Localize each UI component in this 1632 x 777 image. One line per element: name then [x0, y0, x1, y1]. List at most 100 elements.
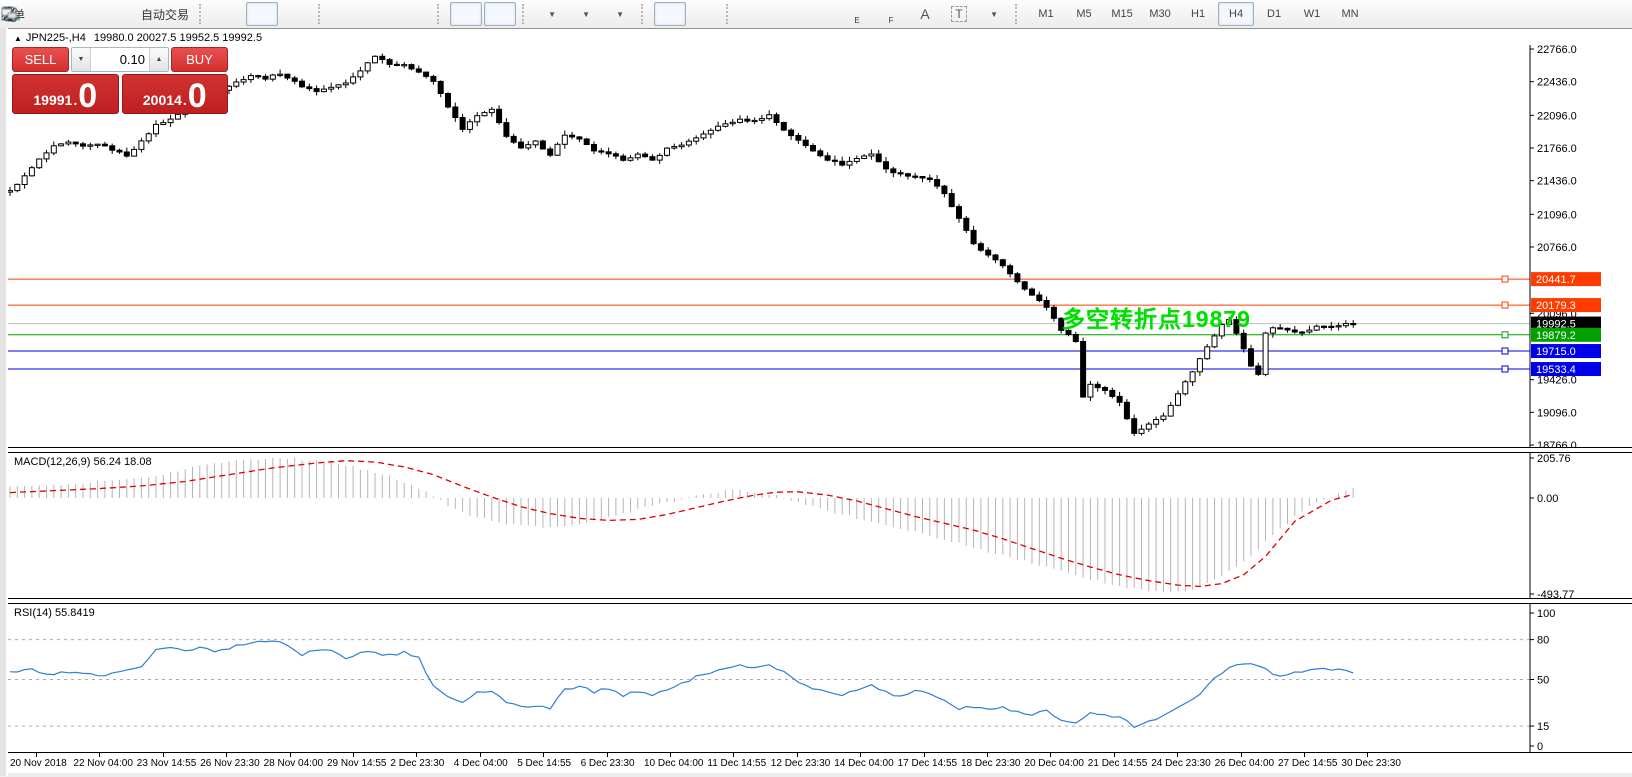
candlestick-chart-icon[interactable] — [2, 2, 279, 26]
horizontal-line-19879.2[interactable] — [8, 331, 1530, 339]
volume-input[interactable] — [91, 48, 149, 71]
horizontal-line-20179.3[interactable] — [8, 301, 1530, 309]
time-tick — [987, 753, 988, 757]
candles — [8, 53, 1357, 436]
ohlc-values: 19980.0 20027.5 19952.5 19992.5 — [93, 32, 263, 44]
search-icon[interactable] — [2, 2, 1593, 26]
price-tick: 22436.0 — [1537, 77, 1577, 89]
tile-windows-icon[interactable] — [1, 2, 431, 26]
toolbar-separator — [199, 4, 206, 24]
buy-price: 20014 — [142, 92, 182, 108]
timeframe-h4[interactable]: H4 — [1218, 2, 1255, 26]
channel-glyph: E — [854, 16, 860, 25]
crosshair-icon[interactable] — [2, 2, 720, 26]
equidistant-channel-icon[interactable]: E — [1, 2, 873, 26]
horizontal-line-20441.7[interactable] — [8, 275, 1530, 283]
price-tick: 18766.0 — [1537, 440, 1577, 447]
rsi-panel[interactable]: 100 80 50 15 0 RSI(14) 55.8419 — [8, 603, 1632, 752]
vertical-line-icon[interactable] — [8, 2, 771, 26]
timeframe-m30[interactable]: M30 — [1149, 8, 1171, 20]
line-handle[interactable] — [1501, 331, 1509, 339]
rsi-line — [9, 640, 1354, 729]
line-handle[interactable] — [1501, 347, 1509, 355]
price-tick: 22766.0 — [1537, 45, 1577, 56]
line-handle[interactable] — [1501, 275, 1509, 283]
macd-panel[interactable]: 205.76 0.00 -493.77 MACD(12,26,9) 56.24 18.… — [8, 452, 1632, 598]
time-tick — [1240, 753, 1242, 757]
line-chart-icon[interactable] — [1, 2, 312, 26]
time-label: 20 Dec 04:00 — [1024, 758, 1084, 769]
timeframe-mn[interactable]: MN — [1341, 8, 1359, 20]
time-label: 30 Dec 23:30 — [1341, 758, 1401, 769]
price-tick: 22096.0 — [1537, 110, 1577, 122]
chart-shift-icon[interactable] — [2, 2, 517, 26]
horizontal-line-icon[interactable] — [2, 2, 805, 26]
trendline-icon[interactable] — [2, 2, 839, 26]
time-label: 24 Dec 23:30 — [1151, 758, 1211, 769]
price-tick: 19426.0 — [1537, 375, 1577, 387]
toolbar-separator — [726, 4, 733, 24]
volume-spinner: ▼ ▲ — [71, 47, 169, 72]
metaeditor-icon[interactable] — [2, 2, 97, 26]
time-tick — [796, 753, 798, 757]
time-label: 28 Nov 04:00 — [263, 758, 324, 769]
time-label: 22 Nov 04:00 — [73, 758, 133, 769]
horizontal-line-19715.0[interactable] — [8, 347, 1530, 355]
chat-icon[interactable] — [1, 2, 1627, 26]
time-tick — [226, 753, 228, 757]
main-chart-panel[interactable]: 22766.0 22436.0 22096.0 21766.0 21436.0 21096… — [8, 45, 1632, 447]
fibonacci-icon[interactable]: F — [2, 2, 907, 26]
volume-decrease-button[interactable]: ▼ — [72, 48, 91, 71]
price-badge-20179.3: 20179.3 — [1531, 298, 1601, 313]
text-icon[interactable]: A — [909, 2, 941, 26]
text-label-icon[interactable]: T — [943, 2, 975, 26]
sell-price-pips: 0 — [78, 77, 98, 115]
time-label: 17 Dec 14:55 — [897, 758, 958, 769]
timeframe-m1[interactable]: M1 — [1038, 8, 1054, 20]
toolbar-separator — [318, 4, 325, 24]
new-order-icon[interactable] — [1, 2, 63, 26]
chart-annotation[interactable]: 多空转折点19879 — [1062, 306, 1251, 332]
bar-chart-icon[interactable] — [2, 2, 244, 26]
zoom-in-icon[interactable] — [1, 2, 363, 26]
chevron-down-icon: ▼ — [616, 9, 624, 19]
autotrading-label: 自动交易 — [141, 7, 190, 22]
time-tick — [1177, 753, 1179, 757]
time-label: 11 Dec 14:55 — [707, 758, 767, 769]
panel-divider[interactable] — [8, 598, 1632, 604]
horizontal-line-19533.4[interactable] — [8, 365, 1530, 373]
svg-text:19533.4: 19533.4 — [1536, 364, 1576, 376]
templates-button[interactable]: ▼ — [1, 2, 635, 26]
time-label: 26 Dec 04:00 — [1214, 758, 1275, 769]
panel-divider[interactable] — [8, 447, 1632, 453]
add-indicator-button[interactable]: ▼ — [2, 2, 567, 26]
timeframe-h1[interactable]: H1 — [1191, 8, 1206, 20]
chevron-down-icon: ▼ — [548, 9, 556, 19]
time-tick — [733, 753, 735, 757]
arrows-button[interactable]: ▼ — [1, 2, 1009, 26]
buy-button[interactable]: BUY — [171, 47, 228, 72]
time-axis[interactable]: 20 Nov 2018 22 Nov 04:00 23 Nov 14:55 26 No… — [8, 752, 1632, 773]
sell-button[interactable]: SELL — [12, 47, 69, 72]
periods-button[interactable]: ▼ — [1, 2, 601, 26]
autotrading-button[interactable]: 自动交易 — [1, 2, 193, 26]
time-tick — [543, 753, 545, 757]
timeframe-d1[interactable]: D1 — [1267, 8, 1282, 20]
buy-price-button[interactable]: 20014. 0 — [121, 74, 228, 114]
line-handle[interactable] — [1501, 365, 1509, 373]
price-tick: 21096.0 — [1537, 209, 1577, 221]
window-collapse-icon[interactable]: ▲ — [14, 34, 22, 43]
time-tick — [1304, 753, 1305, 757]
auto-scroll-icon[interactable] — [2, 2, 483, 26]
time-tick — [923, 753, 925, 757]
timeframe-m15[interactable]: M15 — [1111, 8, 1133, 20]
sell-price-button[interactable]: 19991. 0 — [12, 74, 119, 114]
timeframe-m5[interactable]: M5 — [1076, 8, 1092, 20]
timeframe-w1[interactable]: W1 — [1303, 8, 1321, 20]
signals-icon[interactable] — [1, 2, 131, 26]
time-tick — [670, 753, 671, 757]
cursor-icon[interactable] — [5, 2, 687, 26]
volume-increase-button[interactable]: ▲ — [149, 48, 168, 71]
line-handle[interactable] — [1501, 301, 1509, 309]
zoom-out-icon[interactable] — [1, 2, 397, 26]
